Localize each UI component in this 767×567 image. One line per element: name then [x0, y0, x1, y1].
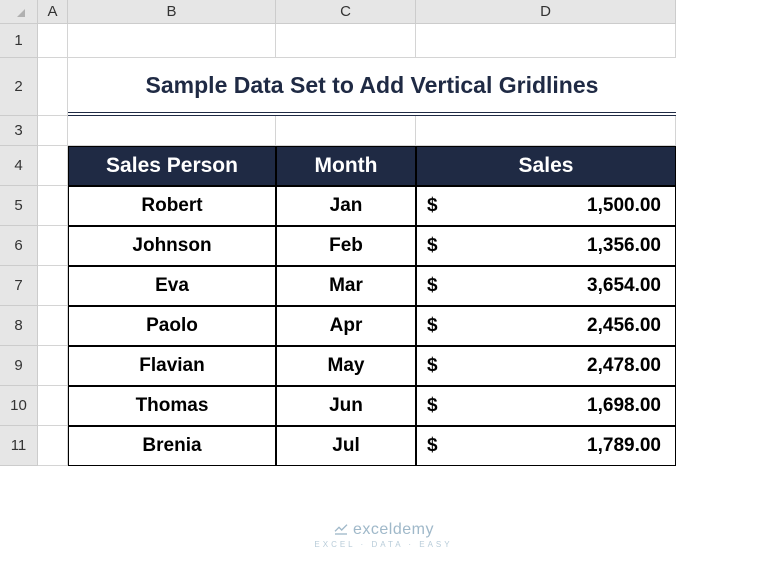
cell-B1[interactable] — [68, 24, 276, 58]
sales-value: 1,698.00 — [587, 395, 661, 417]
table-row[interactable]: $ 1,356.00 — [416, 226, 676, 266]
cell-A4[interactable] — [38, 146, 68, 186]
col-header-C[interactable]: C — [276, 0, 416, 24]
cell-A5[interactable] — [38, 186, 68, 226]
col-header-B[interactable]: B — [68, 0, 276, 24]
row-header-11[interactable]: 11 — [0, 426, 38, 466]
watermark-brand: exceldemy — [353, 521, 434, 538]
table-row[interactable]: $ 2,478.00 — [416, 346, 676, 386]
table-row[interactable]: Mar — [276, 266, 416, 306]
cell-C3[interactable] — [276, 116, 416, 146]
table-row[interactable]: Brenia — [68, 426, 276, 466]
cell-C1[interactable] — [276, 24, 416, 58]
table-header-sales[interactable]: Sales — [416, 146, 676, 186]
cell-A10[interactable] — [38, 386, 68, 426]
table-row[interactable]: Johnson — [68, 226, 276, 266]
table-row[interactable]: $ 1,698.00 — [416, 386, 676, 426]
row-header-4[interactable]: 4 — [0, 146, 38, 186]
cell-D3[interactable] — [416, 116, 676, 146]
table-row[interactable]: May — [276, 346, 416, 386]
table-row[interactable]: Paolo — [68, 306, 276, 346]
table-row[interactable]: Eva — [68, 266, 276, 306]
cell-A2[interactable] — [38, 58, 68, 116]
watermark: exceldemy EXCEL · DATA · EASY — [0, 520, 767, 549]
table-row[interactable]: $ 3,654.00 — [416, 266, 676, 306]
table-row[interactable]: $ 1,500.00 — [416, 186, 676, 226]
sales-value: 1,356.00 — [587, 235, 661, 257]
table-row[interactable]: Flavian — [68, 346, 276, 386]
row-header-9[interactable]: 9 — [0, 346, 38, 386]
row-header-6[interactable]: 6 — [0, 226, 38, 266]
cell-A9[interactable] — [38, 346, 68, 386]
sales-value: 1,500.00 — [587, 195, 661, 217]
currency-symbol: $ — [427, 235, 438, 257]
cell-A1[interactable] — [38, 24, 68, 58]
table-row[interactable]: $ 1,789.00 — [416, 426, 676, 466]
sales-value: 1,789.00 — [587, 435, 661, 457]
cell-A7[interactable] — [38, 266, 68, 306]
table-row[interactable]: $ 2,456.00 — [416, 306, 676, 346]
sales-value: 2,478.00 — [587, 355, 661, 377]
currency-symbol: $ — [427, 195, 438, 217]
row-header-7[interactable]: 7 — [0, 266, 38, 306]
sales-value: 2,456.00 — [587, 315, 661, 337]
table-row[interactable]: Jun — [276, 386, 416, 426]
table-row[interactable]: Thomas — [68, 386, 276, 426]
table-row[interactable]: Jan — [276, 186, 416, 226]
cell-A3[interactable] — [38, 116, 68, 146]
page-title: Sample Data Set to Add Vertical Gridline… — [146, 72, 599, 99]
table-row[interactable]: Apr — [276, 306, 416, 346]
currency-symbol: $ — [427, 395, 438, 417]
spreadsheet-grid: A B C D 1 2 Sample Data Set to Add Verti… — [0, 0, 767, 466]
currency-symbol: $ — [427, 435, 438, 457]
table-header-month[interactable]: Month — [276, 146, 416, 186]
row-header-10[interactable]: 10 — [0, 386, 38, 426]
select-all-corner[interactable] — [0, 0, 38, 24]
cell-A8[interactable] — [38, 306, 68, 346]
currency-symbol: $ — [427, 275, 438, 297]
table-row[interactable]: Feb — [276, 226, 416, 266]
row-header-8[interactable]: 8 — [0, 306, 38, 346]
watermark-tagline: EXCEL · DATA · EASY — [0, 540, 767, 549]
cell-A6[interactable] — [38, 226, 68, 266]
currency-symbol: $ — [427, 355, 438, 377]
table-row[interactable]: Robert — [68, 186, 276, 226]
table-header-person[interactable]: Sales Person — [68, 146, 276, 186]
select-all-icon — [17, 9, 25, 17]
cell-A11[interactable] — [38, 426, 68, 466]
cell-B3[interactable] — [68, 116, 276, 146]
row-header-2[interactable]: 2 — [0, 58, 38, 116]
watermark-icon — [333, 520, 349, 536]
row-header-1[interactable]: 1 — [0, 24, 38, 58]
table-row[interactable]: Jul — [276, 426, 416, 466]
cell-D1[interactable] — [416, 24, 676, 58]
currency-symbol: $ — [427, 315, 438, 337]
col-header-D[interactable]: D — [416, 0, 676, 24]
row-header-5[interactable]: 5 — [0, 186, 38, 226]
row-header-3[interactable]: 3 — [0, 116, 38, 146]
col-header-A[interactable]: A — [38, 0, 68, 24]
title-cell[interactable]: Sample Data Set to Add Vertical Gridline… — [68, 58, 676, 116]
sales-value: 3,654.00 — [587, 275, 661, 297]
